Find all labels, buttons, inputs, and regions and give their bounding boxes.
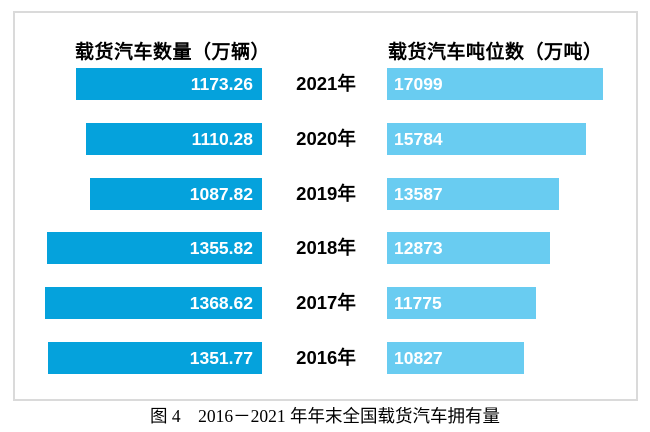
- left-series-header: 载货汽车数量（万辆）: [75, 42, 271, 63]
- right-bar: 13587: [387, 178, 559, 210]
- right-bar: 17099: [387, 68, 603, 100]
- left-bar: 1355.82: [47, 232, 262, 264]
- figure-caption: 图 4 2016－2021 年年末全国载货汽车拥有量: [150, 406, 500, 426]
- year-label: 2021年: [296, 73, 356, 94]
- chart-area: 载货汽车数量（万辆） 载货汽车吨位数（万吨） 1173.26 2021年 17099…: [13, 11, 638, 401]
- right-bar: 11775: [387, 287, 536, 319]
- year-label: 2020年: [296, 128, 356, 149]
- left-bar: 1110.28: [86, 123, 262, 155]
- year-label: 2016年: [296, 347, 356, 368]
- right-series-header: 载货汽车吨位数（万吨）: [388, 42, 603, 63]
- right-bar: 12873: [387, 232, 550, 264]
- left-bar: 1368.62: [45, 287, 262, 319]
- right-bar: 15784: [387, 123, 586, 155]
- year-label: 2018年: [296, 237, 356, 258]
- left-bar: 1173.26: [76, 68, 262, 100]
- left-bar: 1351.77: [48, 342, 262, 374]
- left-bar: 1087.82: [90, 178, 262, 210]
- year-label: 2017年: [296, 292, 356, 313]
- year-label: 2019年: [296, 183, 356, 204]
- right-bar: 10827: [387, 342, 524, 374]
